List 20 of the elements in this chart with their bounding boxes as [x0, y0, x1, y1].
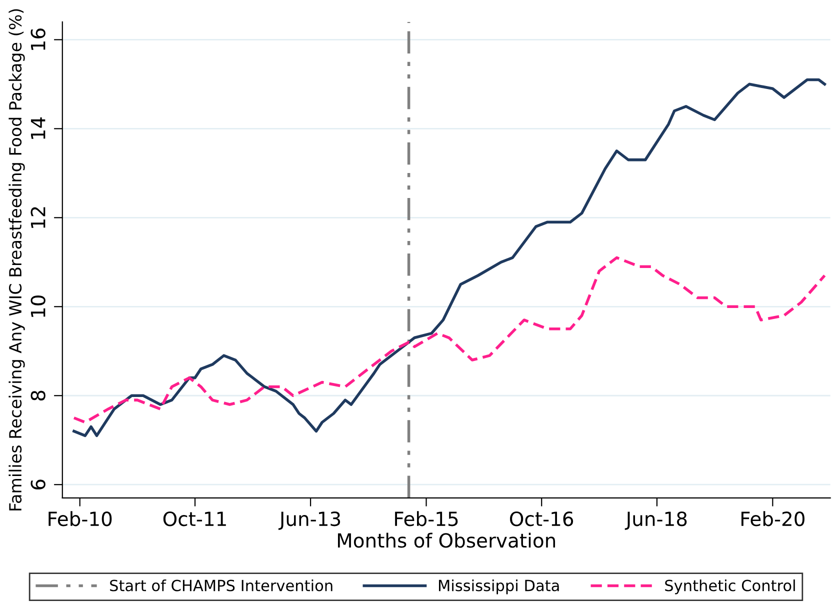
line-series: [72, 256, 826, 424]
x-axis-title: Months of Observation: [338, 532, 556, 548]
legend-label: Mississippi Data: [438, 579, 559, 594]
y-tick-label: 14: [30, 117, 46, 139]
x-tick-label: Feb-15: [395, 511, 458, 526]
x-tick-label: Oct-16: [510, 511, 574, 526]
y-tick-label: 8: [30, 390, 46, 400]
x-tick-label: Feb-10: [48, 511, 112, 526]
y-axis-title: Families Receiving Any WIC Breastfeeding Food Package (%): [8, 9, 25, 510]
line-series: [72, 78, 826, 438]
x-tick-label: Oct-11: [163, 511, 226, 526]
x-tick-label: Jun-13: [278, 511, 340, 530]
legend-label: Start of CHAMPS Intervention: [110, 579, 332, 592]
x-tick-label: Feb-20: [741, 511, 804, 526]
legend-label: Synthetic Control: [665, 579, 795, 594]
y-tick-label: 10: [30, 296, 46, 317]
y-tick-label: 16: [30, 28, 46, 50]
y-tick-label: 6: [30, 480, 46, 490]
x-tick-label: Jun-18: [624, 511, 687, 530]
y-tick-label: 12: [30, 207, 46, 228]
